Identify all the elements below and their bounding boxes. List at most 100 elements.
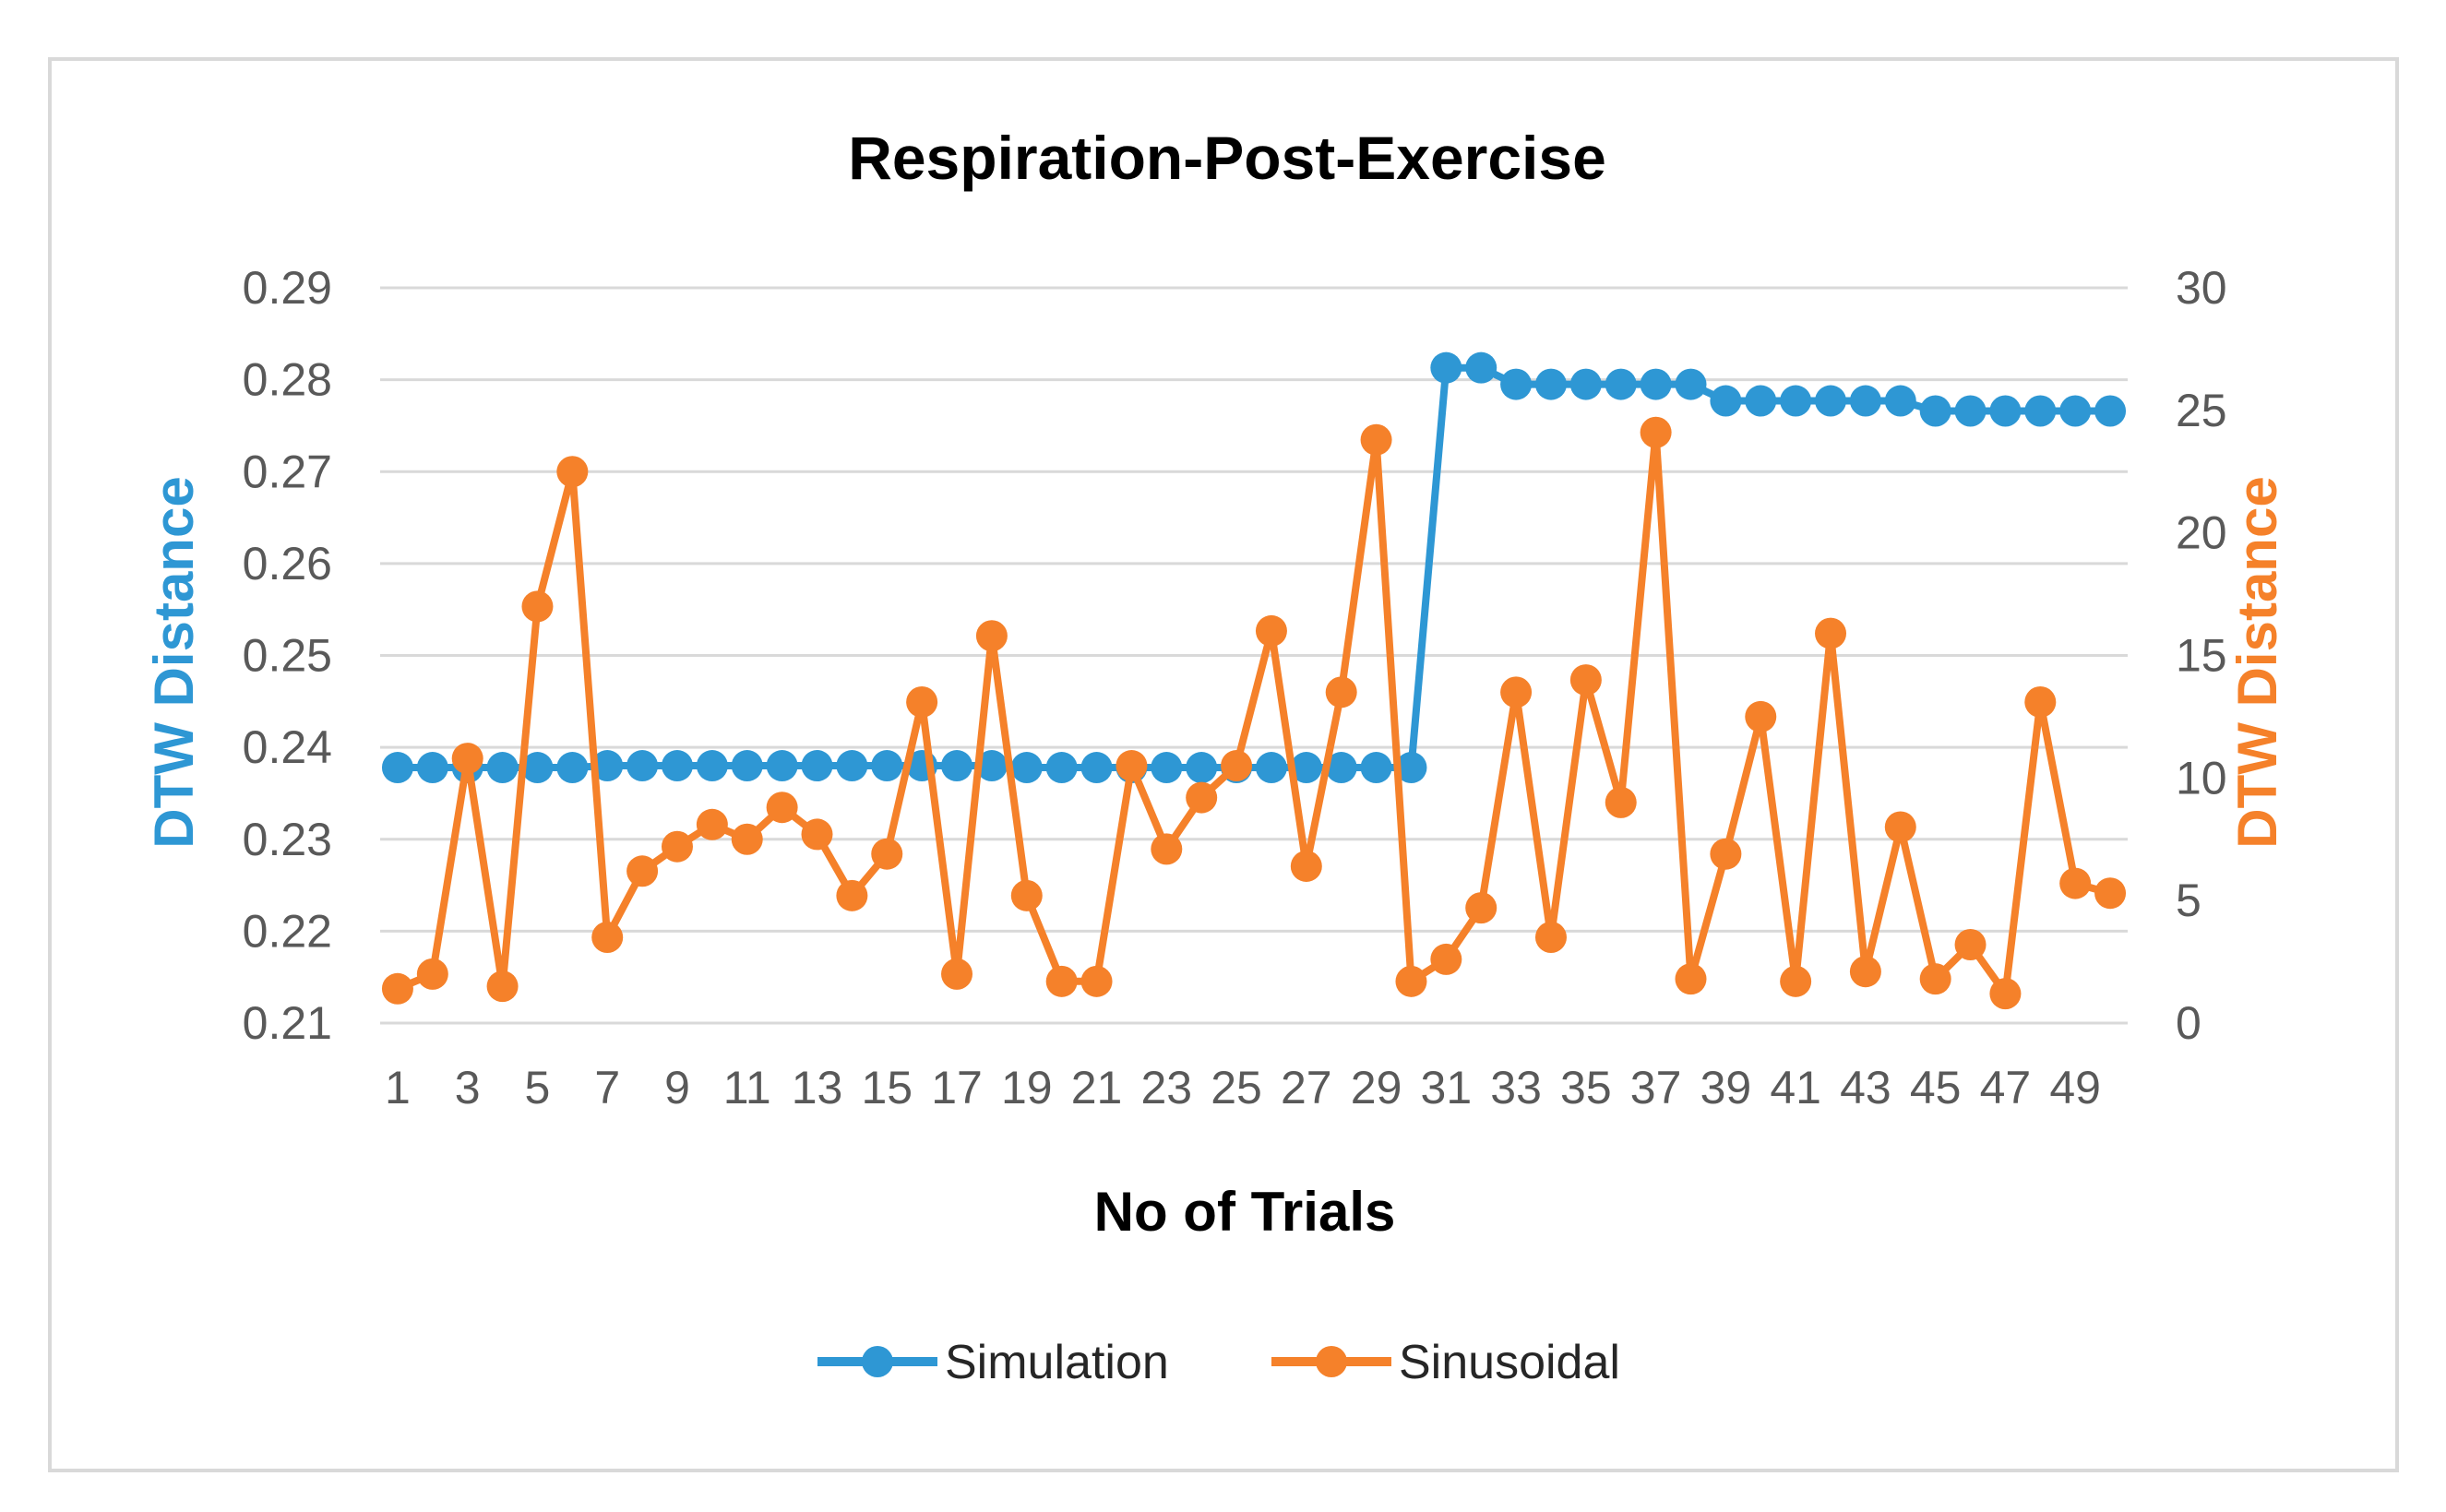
data-point-sinusoidal xyxy=(661,830,693,863)
legend-item-simulation: Simulation xyxy=(817,1336,1169,1389)
data-point-simulation xyxy=(1186,752,1218,784)
data-point-sinusoidal xyxy=(1849,956,1881,988)
data-point-simulation xyxy=(2059,395,2092,427)
data-point-simulation xyxy=(766,750,798,782)
data-point-simulation xyxy=(1465,351,1497,384)
data-point-sinusoidal xyxy=(1080,965,1113,997)
data-point-sinusoidal xyxy=(1395,965,1427,997)
x-tick-label: 33 xyxy=(1490,1062,1542,1113)
right-tick-label: 0 xyxy=(2176,997,2201,1049)
left-tick-label: 0.24 xyxy=(243,721,332,773)
data-point-sinusoidal xyxy=(1465,892,1497,924)
left-tick-label: 0.26 xyxy=(243,538,332,589)
x-tick-label: 37 xyxy=(1630,1062,1682,1113)
data-point-simulation xyxy=(1745,385,1777,417)
right-tick-label: 15 xyxy=(2176,630,2227,682)
x-tick-label: 19 xyxy=(1001,1062,1053,1113)
data-point-sinusoidal xyxy=(1186,781,1218,814)
data-point-sinusoidal xyxy=(1430,943,1462,975)
data-point-sinusoidal xyxy=(591,922,624,954)
data-point-simulation xyxy=(1010,752,1043,784)
data-point-simulation xyxy=(486,752,519,784)
data-point-sinusoidal xyxy=(1954,928,1987,960)
data-point-sinusoidal xyxy=(1640,416,1672,448)
x-tick-label: 11 xyxy=(723,1062,771,1113)
data-point-sinusoidal xyxy=(1290,850,1322,882)
data-point-sinusoidal xyxy=(1569,664,1602,696)
data-point-sinusoidal xyxy=(975,620,1008,652)
left-tick-label: 0.28 xyxy=(243,354,332,406)
data-point-sinusoidal xyxy=(1116,750,1148,782)
data-point-sinusoidal xyxy=(1010,879,1043,911)
x-axis-title: No of Trials xyxy=(1094,1181,1396,1243)
data-point-simulation xyxy=(836,750,868,782)
data-point-sinusoidal xyxy=(906,685,938,718)
data-point-simulation xyxy=(381,752,413,784)
data-point-simulation xyxy=(1710,385,1742,417)
data-point-sinusoidal xyxy=(1919,963,1951,995)
left-axis-ticks: 0.21 0.22 0.23 0.24 0.25 0.26 0.27 0.28 0.29 xyxy=(243,262,332,1049)
data-point-sinusoidal xyxy=(1780,965,1812,997)
data-point-simulation xyxy=(1430,351,1462,384)
x-tick-label: 3 xyxy=(455,1062,481,1113)
series-line-sinusoidal xyxy=(396,428,2112,998)
right-tick-label: 10 xyxy=(2176,752,2227,804)
x-tick-label: 49 xyxy=(2049,1062,2101,1113)
x-tick-label: 25 xyxy=(1211,1062,1262,1113)
left-tick-label: 0.23 xyxy=(243,814,332,865)
x-tick-label: 15 xyxy=(861,1062,913,1113)
x-tick-label: 47 xyxy=(1980,1062,2032,1113)
data-point-simulation xyxy=(1360,752,1392,784)
data-point-sinusoidal xyxy=(1745,700,1777,732)
left-tick-label: 0.27 xyxy=(243,446,332,497)
data-point-simulation xyxy=(1919,395,1951,427)
data-point-simulation xyxy=(1290,752,1322,784)
data-point-sinusoidal xyxy=(871,838,903,870)
x-tick-label: 13 xyxy=(792,1062,843,1113)
x-tick-label: 21 xyxy=(1071,1062,1123,1113)
data-point-sinusoidal xyxy=(1710,838,1742,870)
right-axis-ticks: 0 5 10 15 20 25 30 xyxy=(2176,262,2227,1049)
data-point-sinusoidal xyxy=(1989,978,2022,1010)
data-point-simulation xyxy=(871,750,903,782)
legend-marker-simulation xyxy=(862,1346,893,1377)
data-point-sinusoidal xyxy=(766,792,798,824)
x-tick-label: 31 xyxy=(1421,1062,1473,1113)
data-point-sinusoidal xyxy=(941,958,973,990)
data-point-sinusoidal xyxy=(1045,965,1078,997)
data-point-sinusoidal xyxy=(626,855,659,887)
data-point-sinusoidal xyxy=(2094,877,2127,910)
data-point-sinusoidal xyxy=(1605,786,1637,818)
legend-label-sinusoidal: Sinusoidal xyxy=(1399,1336,1620,1389)
data-point-sinusoidal xyxy=(1884,811,1916,843)
data-point-sinusoidal xyxy=(801,818,833,851)
data-point-simulation xyxy=(591,750,624,782)
data-point-simulation xyxy=(1605,368,1637,400)
x-tick-label: 43 xyxy=(1840,1062,1891,1113)
right-tick-label: 30 xyxy=(2176,262,2227,314)
data-point-sinusoidal xyxy=(1534,922,1567,954)
data-point-simulation xyxy=(2094,395,2127,427)
data-point-sinusoidal xyxy=(521,590,554,623)
data-point-simulation xyxy=(1255,752,1287,784)
x-tick-label: 35 xyxy=(1560,1062,1612,1113)
data-point-simulation xyxy=(1640,368,1672,400)
data-point-sinusoidal xyxy=(836,879,868,911)
data-point-simulation xyxy=(2024,395,2057,427)
legend: Simulation Sinusoidal xyxy=(817,1336,1620,1389)
data-point-sinusoidal xyxy=(556,456,589,488)
data-point-simulation xyxy=(1569,368,1602,400)
data-point-sinusoidal xyxy=(2024,685,2057,718)
data-point-sinusoidal xyxy=(696,808,728,840)
data-point-simulation xyxy=(1884,385,1916,417)
data-point-simulation xyxy=(1500,368,1533,400)
data-point-simulation xyxy=(731,750,763,782)
data-point-simulation xyxy=(416,752,448,784)
chart-area: Respiration-Post-Exercise 0.21 0.22 0.23 0.… xyxy=(48,57,2399,1472)
legend-item-sinusoidal: Sinusoidal xyxy=(1271,1336,1620,1389)
data-point-simulation xyxy=(556,752,589,784)
x-tick-label: 41 xyxy=(1770,1062,1821,1113)
x-tick-label: 17 xyxy=(931,1062,983,1113)
x-tick-label: 9 xyxy=(664,1062,690,1113)
data-point-simulation xyxy=(521,752,554,784)
